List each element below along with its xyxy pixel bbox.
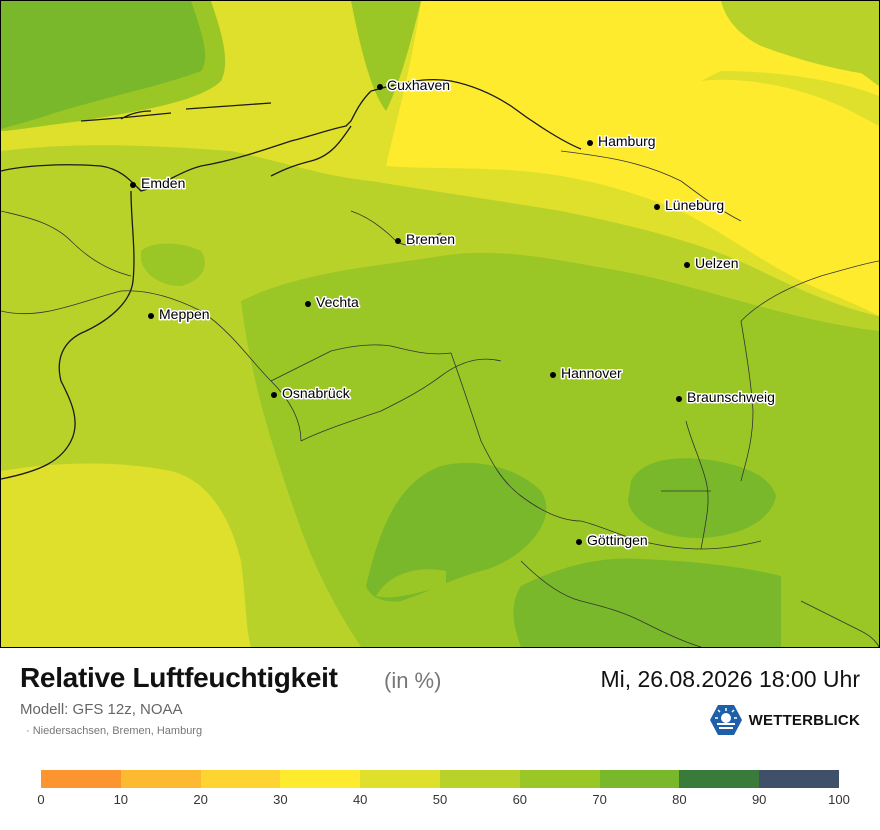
- color-scale: [41, 770, 839, 788]
- city-label: Braunschweig: [687, 389, 775, 405]
- city-markers: Cuxhaven Hamburg Emden Lüneburg Bremen U…: [130, 76, 776, 550]
- color-scale-ticks: 0 10 20 30 40 50 60 70 80 90 100: [37, 792, 849, 808]
- coastline: [1, 78, 582, 480]
- humidity-zone-40-50-sw: [1, 463, 251, 647]
- scale-tick-label: 0: [37, 792, 45, 807]
- scale-tick-label: 10: [113, 792, 129, 807]
- city-label: Göttingen: [587, 532, 648, 548]
- scale-tick-label: 30: [273, 792, 288, 807]
- scale-tick-label: 60: [512, 792, 528, 807]
- city-osnabrueck: Osnabrück: [271, 384, 352, 403]
- scale-tick-label: 40: [352, 792, 368, 807]
- scale-segment: [200, 770, 281, 788]
- city-label: Emden: [141, 175, 185, 191]
- scale-tick-label: 90: [751, 792, 767, 807]
- city-label: Hannover: [561, 365, 622, 381]
- humidity-zone-70-80-east: [628, 458, 776, 539]
- scale-tick-label: 70: [592, 792, 607, 807]
- city-bremen: Bremen: [395, 230, 457, 249]
- city-label: Lüneburg: [665, 197, 724, 213]
- scale-segment: [41, 770, 121, 788]
- city-label: Meppen: [159, 306, 210, 322]
- scale-segment: [120, 770, 201, 788]
- brand-logo[interactable]: WETTERBLICK: [709, 704, 860, 736]
- city-emden: Emden: [130, 174, 187, 193]
- scale-segment: [519, 770, 600, 788]
- footer: Relative Luftfeuchtigkeit (in %) Modell:…: [0, 648, 880, 830]
- city-hamburg: Hamburg: [587, 132, 657, 151]
- scale-segment: [759, 770, 839, 788]
- city-label: Hamburg: [598, 133, 656, 149]
- unit-label: (in %): [384, 668, 442, 693]
- city-uelzen: Uelzen: [684, 254, 740, 273]
- city-hannover: Hannover: [550, 364, 624, 383]
- wetterblick-logo-icon: [709, 705, 742, 735]
- city-braunschweig: Braunschweig: [676, 388, 776, 407]
- city-label: Cuxhaven: [387, 77, 450, 93]
- scale-segment: [599, 770, 680, 788]
- scale-tick-label: 50: [432, 792, 448, 807]
- city-vechta: Vechta: [305, 293, 361, 312]
- city-cuxhaven: Cuxhaven: [377, 76, 452, 95]
- state-borders: [1, 150, 879, 647]
- scale-tick-label: 80: [672, 792, 687, 807]
- city-label: Uelzen: [695, 255, 739, 271]
- brand-name: WETTERBLICK: [748, 711, 860, 729]
- city-meppen: Meppen: [148, 305, 211, 324]
- city-lueneburg: Lüneburg: [654, 196, 726, 215]
- scale-segment: [679, 770, 760, 788]
- scale-tick-label: 20: [193, 792, 208, 807]
- city-label: Bremen: [406, 231, 455, 247]
- scale-segment: [360, 770, 440, 788]
- humidity-zone-70-80: [366, 462, 547, 602]
- scale-tick-label: 100: [828, 792, 850, 807]
- region-info: · Niedersachsen, Bremen, Hamburg: [26, 725, 203, 737]
- map-title: Relative Luftfeuchtigkeit: [20, 662, 338, 693]
- scale-segment: [280, 770, 361, 788]
- city-goettingen: Göttingen: [576, 531, 649, 550]
- forecast-datetime: Mi, 26.08.2026 18:00 Uhr: [600, 666, 860, 692]
- humidity-zone-70-80-south: [513, 558, 781, 647]
- scale-segment: [439, 770, 520, 788]
- model-info: Modell: GFS 12z, NOAA: [20, 701, 183, 718]
- city-label: Osnabrück: [282, 385, 351, 401]
- map[interactable]: Cuxhaven Hamburg Emden Lüneburg Bremen U…: [0, 0, 880, 648]
- city-label: Vechta: [316, 294, 359, 310]
- humidity-map: Cuxhaven Hamburg Emden Lüneburg Bremen U…: [1, 1, 879, 647]
- region-label: Niedersachsen, Bremen, Hamburg: [32, 725, 203, 737]
